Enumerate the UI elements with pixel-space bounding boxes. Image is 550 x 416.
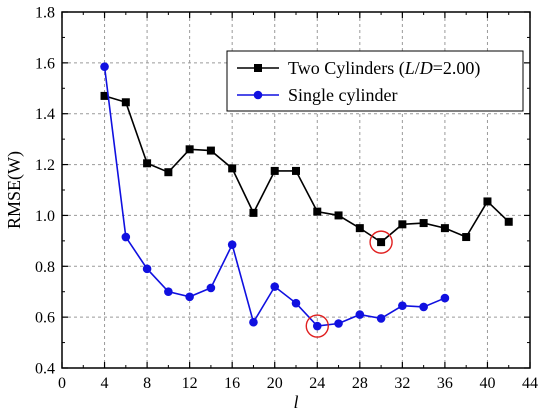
- data-point-circle: [100, 62, 109, 71]
- legend-label-part: D: [419, 58, 433, 78]
- data-point-square: [143, 159, 152, 168]
- data-point-square: [206, 146, 215, 155]
- x-tick-label: 16: [224, 375, 240, 392]
- y-axis-title: RMSE(W): [4, 151, 25, 229]
- y-tick-label: 0.4: [35, 361, 55, 378]
- data-point-square: [292, 166, 300, 175]
- data-point-circle: [440, 293, 450, 303]
- legend-label-part: Two Cylinders (: [288, 58, 405, 79]
- data-point-circle: [398, 301, 407, 311]
- series-layer: [100, 62, 513, 331]
- data-point-square: [377, 238, 386, 247]
- data-point-circle: [249, 317, 258, 327]
- highlight-layer: [305, 230, 393, 338]
- data-point-circle: [376, 314, 386, 323]
- data-point-square: [419, 219, 428, 228]
- data-point-circle: [312, 321, 322, 331]
- x-tick-label: 4: [101, 375, 109, 392]
- data-point-square: [270, 166, 279, 175]
- legend-box: [226, 50, 524, 112]
- data-point-circle: [334, 319, 343, 328]
- data-point-square: [164, 168, 173, 177]
- data-point-circle: [185, 292, 194, 302]
- y-tick-label: 1.0: [35, 208, 55, 225]
- legend-label-part: =2.00): [433, 58, 481, 79]
- y-tick-label: 1.4: [35, 106, 55, 123]
- legend-label-part: /: [415, 58, 420, 78]
- x-tick-label: 32: [394, 375, 410, 392]
- data-point-circle: [355, 310, 365, 319]
- data-point-square: [100, 91, 109, 100]
- highlight-circle: [305, 314, 329, 338]
- data-point-square: [398, 220, 407, 229]
- data-point-circle: [419, 302, 428, 312]
- series-1: [100, 62, 450, 331]
- data-point-square: [313, 207, 322, 216]
- x-tick-label: 20: [267, 375, 283, 392]
- x-axis-title: l: [293, 392, 298, 412]
- y-tick-label: 0.6: [35, 310, 55, 327]
- series-0: [100, 91, 513, 247]
- y-tick-label: 1.2: [35, 157, 55, 174]
- x-tick-label: 8: [143, 375, 151, 392]
- y-tick-label: 1.6: [35, 55, 55, 72]
- x-tick-label: 36: [437, 375, 453, 392]
- legend: Two Cylinders (L/D=2.00) Single cylinder: [226, 50, 524, 112]
- data-point-square: [355, 224, 364, 233]
- data-point-square: [254, 64, 262, 72]
- legend-label: Single cylinder: [288, 85, 397, 105]
- axis-ticks: 0 4 8 12 16 20 24 28 32 36 40 44 0.4 0.6 0.8 1.0 1.2 1.4 1…: [35, 5, 538, 393]
- data-point-square: [121, 98, 130, 107]
- data-point-square: [504, 217, 513, 226]
- x-tick-label: 12: [182, 375, 198, 392]
- x-tick-label: 28: [352, 375, 368, 392]
- data-point-square: [440, 224, 449, 233]
- highlight-circle: [369, 230, 393, 254]
- data-point-circle: [291, 298, 301, 308]
- data-point-circle: [270, 282, 280, 291]
- data-point-circle: [253, 90, 263, 100]
- legend-label-part: L: [404, 58, 415, 78]
- data-point-circle: [142, 264, 152, 274]
- x-tick-label: 24: [309, 375, 325, 392]
- data-point-square: [228, 164, 237, 173]
- data-point-circle: [121, 232, 131, 242]
- x-tick-label: 40: [479, 375, 495, 392]
- data-point-square: [462, 233, 471, 242]
- data-point-square: [334, 211, 343, 220]
- y-tick-label: 0.8: [35, 259, 55, 276]
- data-point-circle: [206, 283, 216, 293]
- x-tick-label: 0: [58, 375, 66, 392]
- data-point-square: [483, 197, 492, 206]
- y-tick-label: 1.8: [35, 5, 55, 22]
- legend-label: Two Cylinders (L/D=2.00): [288, 58, 480, 79]
- x-tick-label: 44: [522, 375, 538, 392]
- data-point-circle: [227, 240, 237, 249]
- data-point-square: [185, 145, 194, 154]
- data-point-circle: [164, 287, 173, 297]
- data-point-square: [249, 208, 258, 217]
